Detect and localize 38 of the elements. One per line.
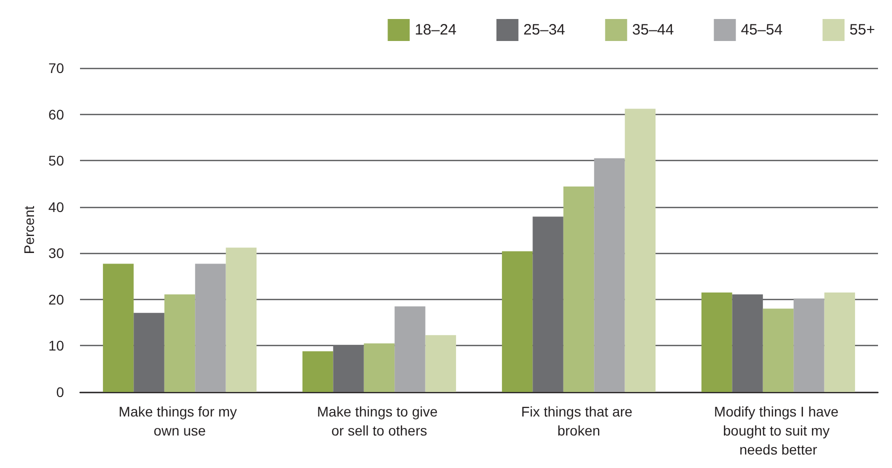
bar: [102, 264, 134, 392]
x-tick-label: Fix things that are broken: [521, 404, 636, 438]
y-tick-label: 0: [56, 384, 64, 400]
bar: [364, 343, 395, 392]
x-tick-label: Make things to give or sell to others: [316, 404, 442, 438]
y-axis-title: Percent: [21, 206, 37, 254]
y-tick-label: 70: [48, 60, 64, 76]
legend-label: 45–54: [740, 22, 783, 38]
bar: [164, 294, 196, 392]
bar: [195, 264, 226, 392]
bar: [563, 186, 594, 392]
y-tick-label: 50: [48, 152, 64, 169]
y-tick-label: 60: [48, 106, 64, 122]
bar: [762, 308, 794, 392]
legend-label: 55+: [850, 22, 876, 38]
bar: [394, 306, 426, 392]
x-tick-label: Modify things I have bought to suit my needs better: [714, 404, 842, 458]
bar: [624, 108, 656, 392]
y-tick-label: 10: [48, 338, 64, 354]
bar: [794, 298, 824, 392]
x-tick-label: Make things for my own use: [118, 404, 241, 438]
y-tick-label: 30: [48, 245, 64, 262]
bar: [226, 248, 257, 392]
bar: [594, 158, 625, 392]
legend-label: 35–44: [632, 22, 674, 38]
bar: [425, 335, 456, 392]
bar: [701, 292, 732, 392]
bar: [732, 294, 763, 392]
legend-label: 25–34: [523, 22, 566, 38]
y-tick-label: 40: [48, 198, 64, 215]
bar: [134, 312, 164, 392]
bar: [333, 345, 364, 392]
bar: [302, 351, 334, 392]
bar: [532, 216, 564, 392]
legend-label: 18–24: [414, 22, 456, 38]
bar: [824, 292, 856, 392]
bar: [502, 251, 533, 392]
y-tick-label: 20: [48, 291, 64, 308]
